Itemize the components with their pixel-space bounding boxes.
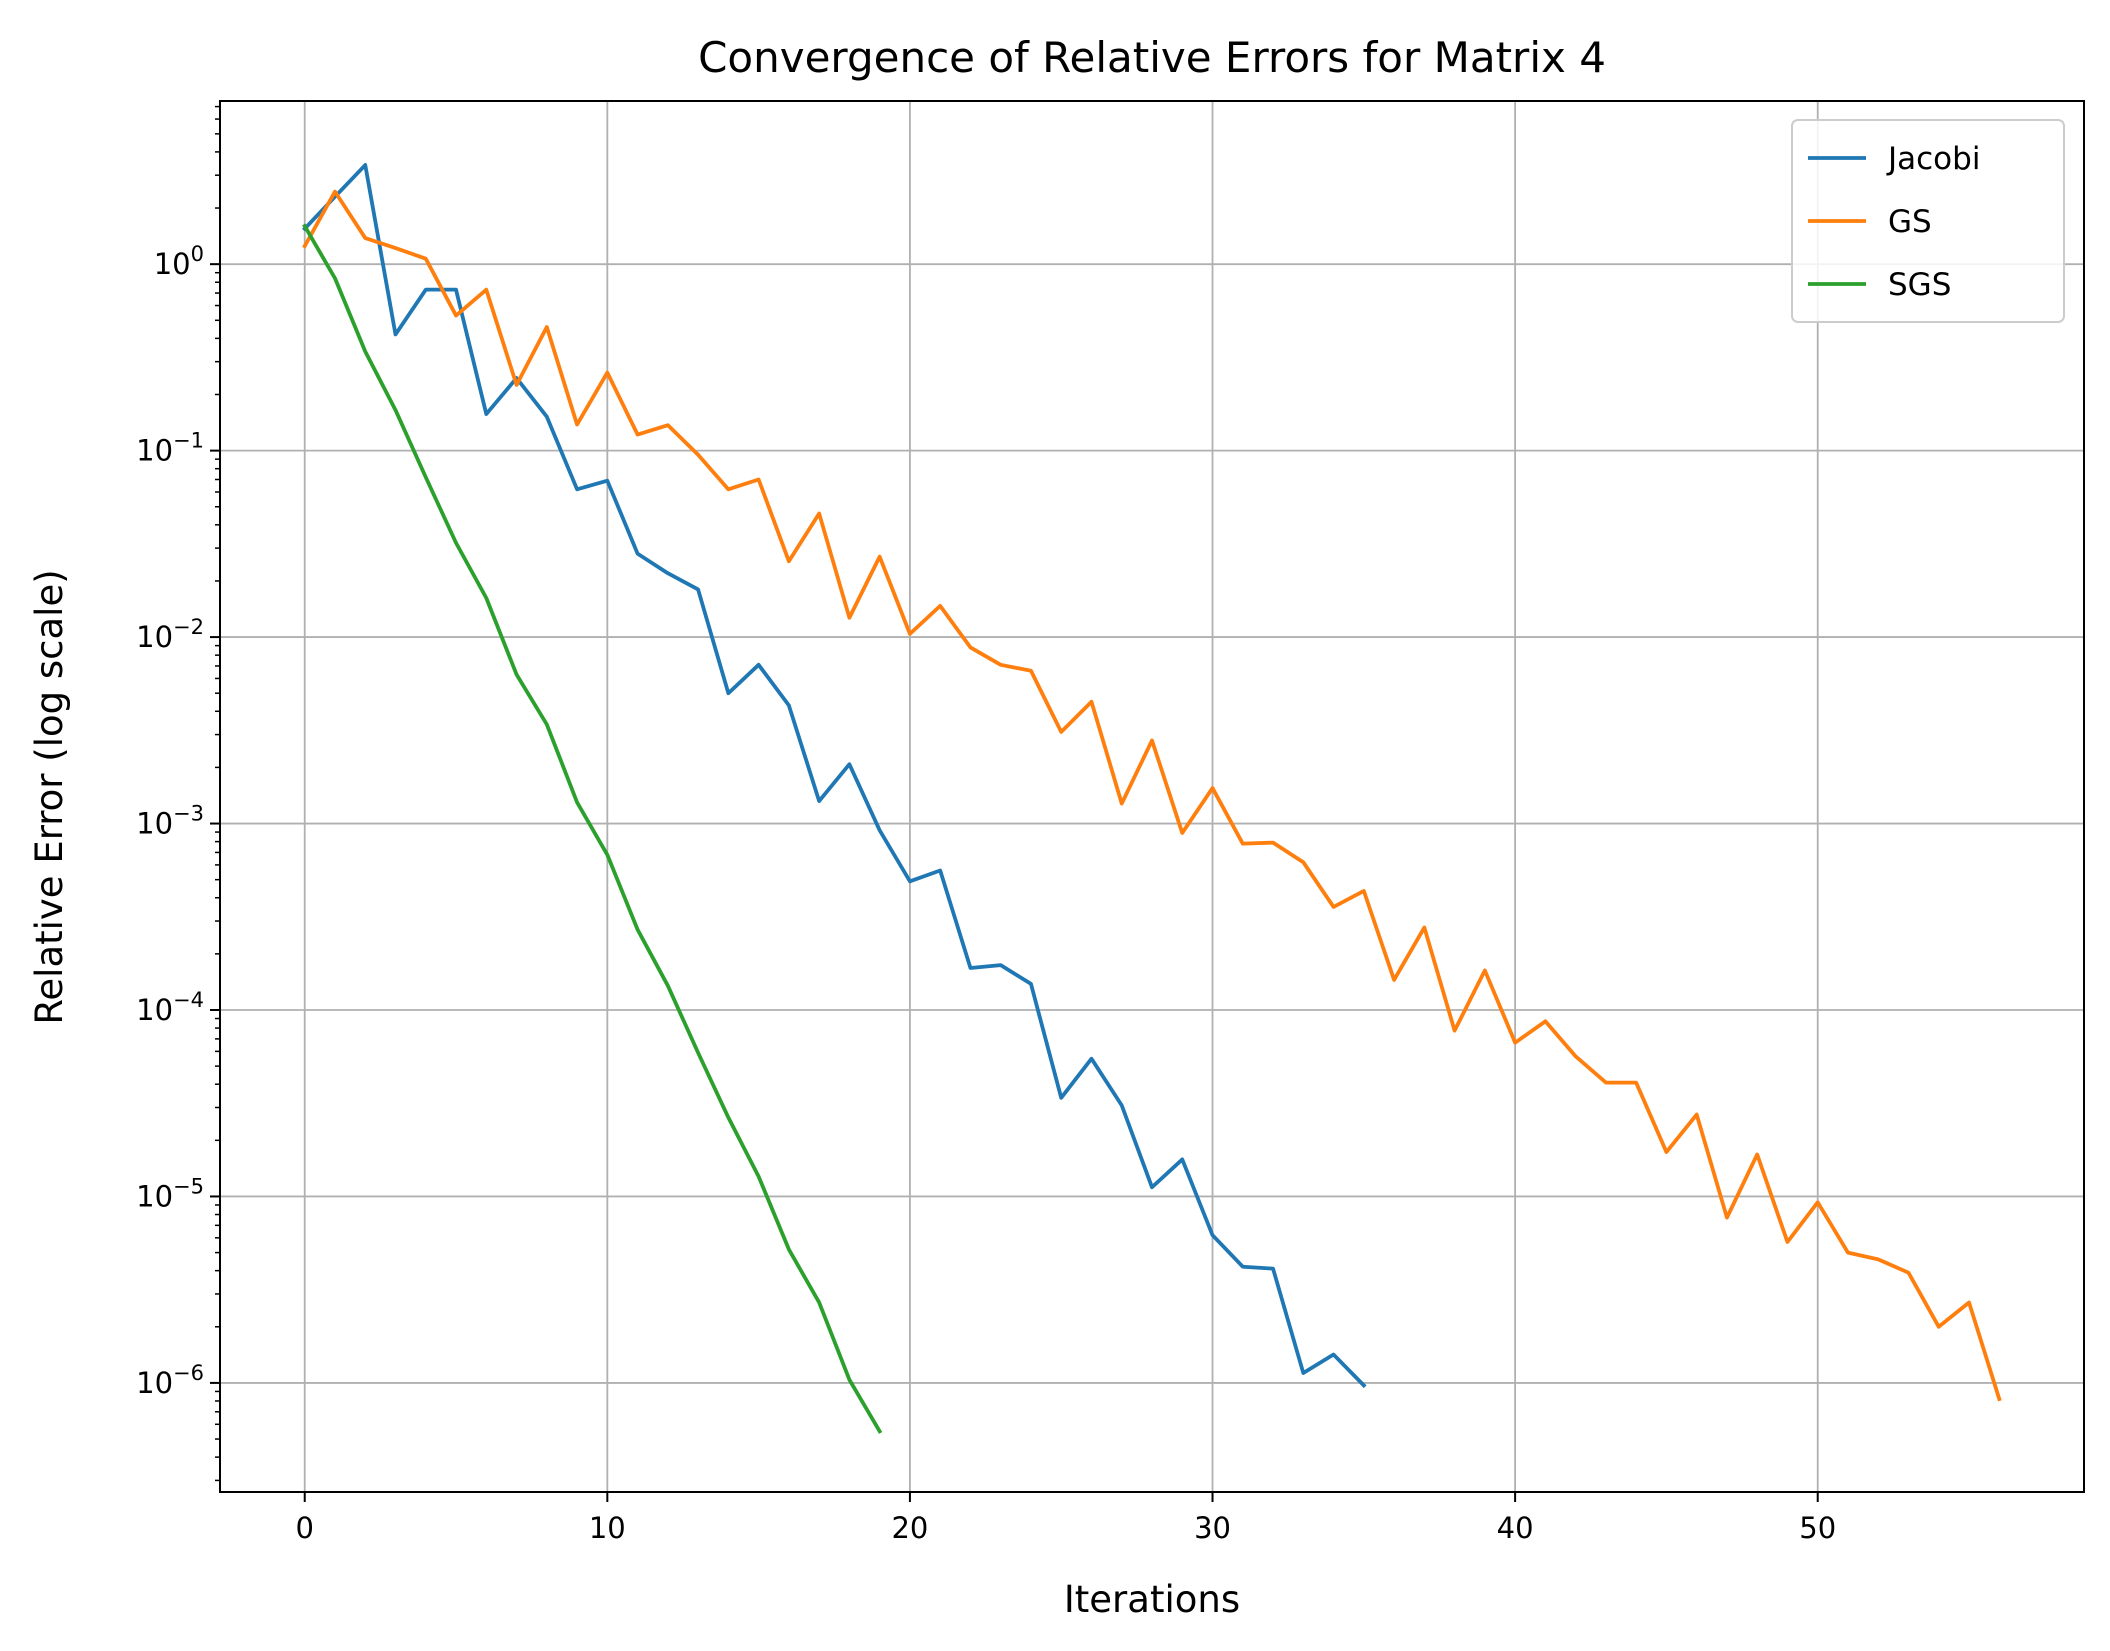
x-tick-label: 40 (1497, 1511, 1534, 1545)
legend-label-jacobi: Jacobi (1886, 141, 1980, 177)
legend-label-sgs: SGS (1888, 267, 1951, 303)
series-line-jacobi (302, 163, 1367, 1389)
series-line-sgs (302, 223, 883, 1434)
y-axis-label: Relative Error (log scale) (28, 569, 71, 1024)
x-axis-ticks: 0 10 20 30 40 50 (296, 1492, 1836, 1545)
series-line-gs (302, 189, 2002, 1402)
plot-frame (219, 100, 2085, 1493)
y-tick-label: 10−5 (136, 1174, 204, 1213)
x-tick-label: 10 (589, 1511, 626, 1545)
series-lines (302, 163, 2002, 1434)
x-tick-label: 30 (1194, 1511, 1231, 1545)
y-tick-label: 100 (154, 242, 204, 281)
y-tick-label: 10−3 (136, 802, 204, 841)
x-tick-label: 0 (296, 1511, 314, 1545)
legend-box (1791, 119, 2065, 323)
x-tick-label: 50 (1799, 1511, 1836, 1545)
grid (220, 101, 2084, 1492)
y-tick-label: 10−4 (136, 988, 204, 1027)
y-tick-label: 10−6 (136, 1361, 204, 1400)
x-axis-label: Iterations (1064, 1578, 1240, 1621)
y-tick-label: 10−1 (136, 429, 204, 468)
chart-title: Convergence of Relative Errors for Matri… (698, 33, 1606, 82)
y-tick-label: 10−2 (136, 615, 204, 654)
legend-label-gs: GS (1888, 204, 1932, 240)
y-axis-ticks: 100 10−1 10−2 10−3 10−4 10−5 10−6 (136, 105, 220, 1482)
x-tick-label: 20 (891, 1511, 928, 1545)
legend: Jacobi GS SGS (1791, 119, 2065, 323)
